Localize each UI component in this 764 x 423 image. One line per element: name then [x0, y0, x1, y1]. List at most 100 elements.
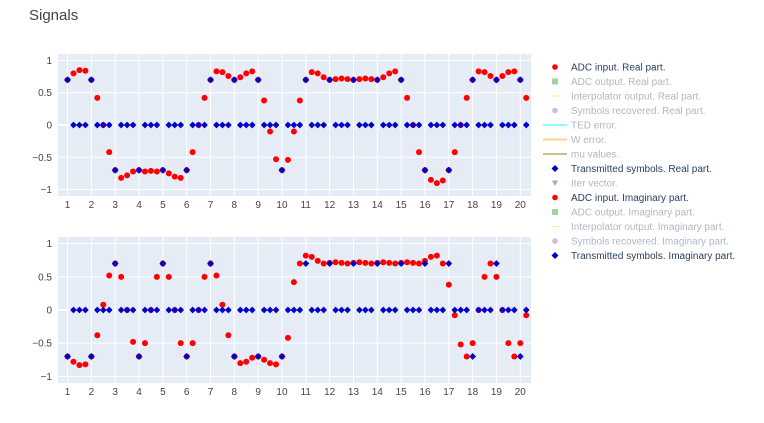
point-diamond: [123, 121, 131, 129]
point-diamond: [165, 306, 173, 314]
bottom-x-tick-label: 14: [372, 387, 384, 398]
point-circle: [213, 272, 220, 279]
bottom-y-tick-label: 0.5: [38, 272, 52, 283]
point-diamond: [290, 121, 298, 129]
top-x-tick-label: 9: [255, 200, 261, 211]
point-diamond: [379, 306, 387, 314]
point-diamond: [213, 121, 220, 129]
bottom-x-tick-label: 11: [301, 387, 312, 398]
legend-label: ADC input. Imaginary part.: [571, 193, 689, 204]
point-circle: [386, 70, 393, 77]
top-x-tick-label: 12: [324, 200, 336, 211]
top-x-tick-label: 3: [112, 200, 118, 211]
bottom-x-tick-label: 17: [443, 387, 455, 398]
legend-item[interactable]: Interpolator output. Real part.: [551, 92, 701, 103]
bottom-y-tick-label: 1: [46, 239, 52, 250]
bottom-panel[interactable]: 1 2 3 4 5 6 7 8 9 10 11 12 13 14 15 16 17 18 19 20−1−0.500.…: [32, 237, 531, 398]
point-circle: [153, 168, 160, 175]
point-circle: [118, 273, 125, 280]
point-circle: [338, 75, 345, 82]
point-circle: [302, 252, 309, 259]
point-circle: [433, 252, 440, 259]
point-circle: [165, 273, 172, 280]
point-circle: [130, 168, 137, 175]
legend-item[interactable]: Transmitted symbols. Imaginary part.: [551, 251, 736, 262]
legend-item[interactable]: Transmitted symbols. Real part.: [551, 164, 712, 175]
point-circle: [296, 97, 303, 104]
legend-item[interactable]: mu values.: [543, 150, 619, 161]
point-diamond: [105, 306, 113, 314]
top-x-tick-label: 19: [491, 200, 503, 211]
top-panel[interactable]: 1 2 3 4 5 6 7 8 9 10 11 12 13 14 15 16 17 18 19 20−1−0.500.…: [32, 54, 531, 211]
point-diamond: [427, 306, 435, 314]
point-diamond: [463, 306, 471, 314]
point-diamond: [82, 306, 89, 314]
top-x-tick-label: 4: [136, 200, 142, 211]
point-circle: [320, 74, 327, 81]
point-diamond: [111, 166, 119, 174]
top-x-tick-label: 18: [467, 200, 479, 211]
point-circle: [356, 259, 363, 266]
point-diamond: [230, 76, 238, 84]
legend-item[interactable]: W error.: [543, 135, 607, 146]
point-diamond: [510, 306, 518, 314]
point-diamond: [314, 306, 322, 314]
point-diamond: [487, 306, 494, 314]
point-diamond: [135, 166, 143, 174]
point-diamond: [87, 76, 95, 84]
legend-item[interactable]: Symbols recovered. Imaginary part.: [552, 237, 729, 248]
point-diamond: [522, 306, 530, 314]
legend-item[interactable]: Symbols recovered. Real part.: [552, 106, 706, 117]
point-circle: [249, 354, 256, 361]
point-diamond: [475, 306, 482, 314]
point-diamond: [230, 353, 238, 360]
point-diamond: [499, 306, 506, 314]
point-diamond: [159, 260, 167, 267]
point-circle: [386, 259, 393, 266]
bottom-x-tick-label: 10: [276, 387, 288, 398]
legend-item[interactable]: ADC output. Imaginary part.: [552, 208, 695, 219]
point-circle: [308, 69, 315, 76]
bottom-x-tick-label: 6: [184, 387, 190, 398]
point-circle: [487, 260, 494, 267]
legend-item[interactable]: ADC input. Imaginary part.: [552, 193, 689, 204]
point-diamond: [445, 260, 453, 267]
top-series: [64, 76, 530, 174]
point-diamond: [248, 306, 256, 314]
point-diamond: [356, 306, 363, 314]
point-diamond: [516, 76, 524, 84]
point-circle: [94, 94, 101, 101]
point-circle: [118, 174, 125, 181]
point-diamond: [475, 121, 482, 129]
point-diamond: [141, 121, 149, 129]
point-circle: [517, 340, 524, 347]
top-y-tick-label: −0.5: [32, 153, 52, 164]
point-diamond: [236, 121, 244, 129]
point-diamond: [451, 121, 459, 129]
point-diamond: [296, 121, 304, 129]
point-diamond: [415, 306, 423, 314]
legend-diamond-icon: [551, 165, 559, 172]
point-diamond: [70, 121, 77, 129]
point-circle: [82, 67, 89, 74]
bottom-x-tick-label: 12: [324, 387, 336, 398]
legend-label: ADC output. Imaginary part.: [571, 208, 695, 219]
point-circle: [481, 69, 488, 76]
point-circle: [201, 273, 208, 280]
bottom-x-tick-label: 18: [467, 387, 479, 398]
point-circle: [124, 172, 131, 179]
point-diamond: [439, 121, 447, 129]
legend-item[interactable]: Iter vector.: [552, 179, 618, 190]
point-diamond: [308, 306, 316, 314]
legend-item[interactable]: ADC output. Real part.: [552, 77, 672, 88]
bottom-x-tick-label: 20: [515, 387, 527, 398]
point-circle: [308, 253, 315, 260]
legend-circle-icon: [552, 194, 558, 201]
legend-item[interactable]: Interpolator output. Imaginary part.: [551, 222, 724, 233]
point-diamond: [433, 121, 441, 129]
point-circle: [314, 257, 321, 264]
point-circle: [368, 76, 375, 83]
point-circle: [338, 259, 345, 266]
legend-item[interactable]: ADC input. Real part.: [552, 63, 666, 74]
legend-item[interactable]: TED error.: [543, 121, 617, 132]
